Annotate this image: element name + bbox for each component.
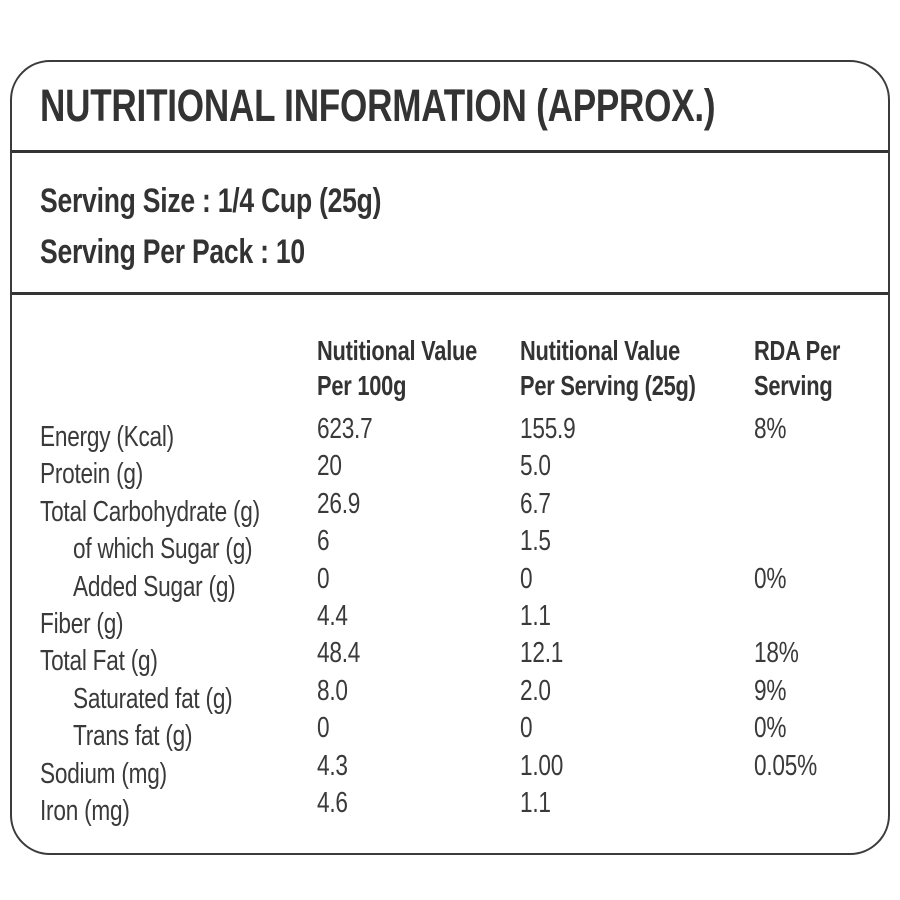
value-per-100g: 623.7 <box>317 413 373 445</box>
serving-size-label: Serving Size : 1/4 Cup (25g) <box>40 182 382 220</box>
col-header-per-serving-line2: Per Serving (25g) <box>520 370 696 401</box>
value-per-serving: 155.9 <box>520 413 576 445</box>
col-header-per-serving: Nutitional Value Per Serving (25g) <box>520 333 754 403</box>
nutrition-panel: NUTRITIONAL INFORMATION (APPROX.) Servin… <box>10 60 890 855</box>
table-row: Energy (Kcal) 623.7 155.9 8% <box>40 413 888 456</box>
value-per-serving: 0 <box>520 712 533 745</box>
serving-size-line: Serving Size : 1/4 Cup (25g) <box>40 179 888 230</box>
value-per-100g: 48.4 <box>317 637 361 670</box>
nutrient-name: Saturated fat (g) <box>73 682 233 715</box>
nutrient-name: Energy (Kcal) <box>40 421 174 453</box>
value-per-100g: 0 <box>317 712 330 745</box>
nutrient-name: of which Sugar (g) <box>73 533 253 566</box>
table-row: of which Sugar (g) 6 1.5 <box>40 525 888 568</box>
value-per-100g: 4.4 <box>317 599 348 632</box>
col-header-per-100g-line2: Per 100g <box>317 370 407 401</box>
nutrient-name: Added Sugar (g) <box>73 570 236 603</box>
nutrient-name: Total Carbohydrate (g) <box>40 495 260 528</box>
nutrient-name: Sodium (mg) <box>40 757 167 790</box>
value-per-serving: 0 <box>520 562 533 595</box>
table-header: Nutitional Value Per 100g Nutitional Val… <box>40 333 888 403</box>
serving-per-pack-line: Serving Per Pack : 10 <box>40 230 888 281</box>
table-row: Sodium (mg) 4.3 1.00 0.05% <box>40 749 888 793</box>
nutrition-table-body: Energy (Kcal) 623.7 155.9 8% Protein (g)… <box>40 413 888 830</box>
value-per-100g: 4.3 <box>317 749 348 782</box>
col-header-per-serving-line1: Nutitional Value <box>520 335 681 366</box>
col-header-per-100g-line1: Nutitional Value <box>317 335 478 366</box>
col-header-rda-line2: Serving <box>754 370 833 401</box>
value-per-serving: 12.1 <box>520 637 564 670</box>
value-per-serving: 6.7 <box>520 487 551 520</box>
value-per-serving: 1.00 <box>520 749 564 782</box>
rda-value <box>754 456 888 493</box>
col-header-rda-line1: RDA Per <box>754 335 841 366</box>
value-per-serving: 5.0 <box>520 450 551 483</box>
nutrient-name: Iron (mg) <box>40 794 130 827</box>
table-row: Added Sugar (g) 0 0 0% <box>40 562 888 606</box>
value-per-100g: 0 <box>317 562 330 595</box>
serving-per-pack-label: Serving Per Pack : 10 <box>40 233 305 271</box>
rda-value: 0% <box>754 712 787 745</box>
rda-value: 18% <box>754 637 799 670</box>
nutrition-table: Nutitional Value Per 100g Nutitional Val… <box>12 295 888 830</box>
value-per-100g: 6 <box>317 525 330 558</box>
col-header-rda: RDA Per Serving <box>754 333 888 403</box>
nutrient-name: Trans fat (g) <box>73 720 193 753</box>
serving-info: Serving Size : 1/4 Cup (25g) Serving Per… <box>12 153 888 295</box>
panel-title: NUTRITIONAL INFORMATION (APPROX.) <box>40 80 716 131</box>
nutrient-name: Fiber (g) <box>40 607 124 640</box>
col-header-per-100g: Nutitional Value Per 100g <box>317 333 520 403</box>
value-per-serving: 1.1 <box>520 786 551 819</box>
panel-header: NUTRITIONAL INFORMATION (APPROX.) <box>12 62 888 153</box>
value-per-serving: 1.5 <box>520 525 551 558</box>
value-per-serving: 1.1 <box>520 599 551 632</box>
value-per-100g: 20 <box>317 450 342 483</box>
table-row: Protein (g) 20 5.0 <box>40 450 888 493</box>
table-row: Iron (mg) 4.6 1.1 <box>40 786 888 830</box>
table-row: Saturated fat (g) 8.0 2.0 9% <box>40 674 888 718</box>
value-per-100g: 4.6 <box>317 786 348 819</box>
rda-value: 8% <box>754 413 787 445</box>
rda-value: 9% <box>754 674 787 707</box>
nutrient-column-spacer <box>40 333 317 403</box>
rda-value: 0% <box>754 562 787 595</box>
rda-value: 0.05% <box>754 749 817 782</box>
table-row: Total Fat (g) 48.4 12.1 18% <box>40 637 888 680</box>
nutrient-name: Total Fat (g) <box>40 645 158 678</box>
rda-value <box>754 793 888 830</box>
rda-value <box>754 494 888 531</box>
value-per-serving: 2.0 <box>520 674 551 707</box>
value-per-100g: 26.9 <box>317 487 361 520</box>
nutrient-name: Protein (g) <box>40 458 144 491</box>
table-row: Total Carbohydrate (g) 26.9 6.7 <box>40 487 888 531</box>
table-row: Trans fat (g) 0 0 0% <box>40 712 888 755</box>
value-per-100g: 8.0 <box>317 674 348 707</box>
table-row: Fiber (g) 4.4 1.1 <box>40 599 888 643</box>
